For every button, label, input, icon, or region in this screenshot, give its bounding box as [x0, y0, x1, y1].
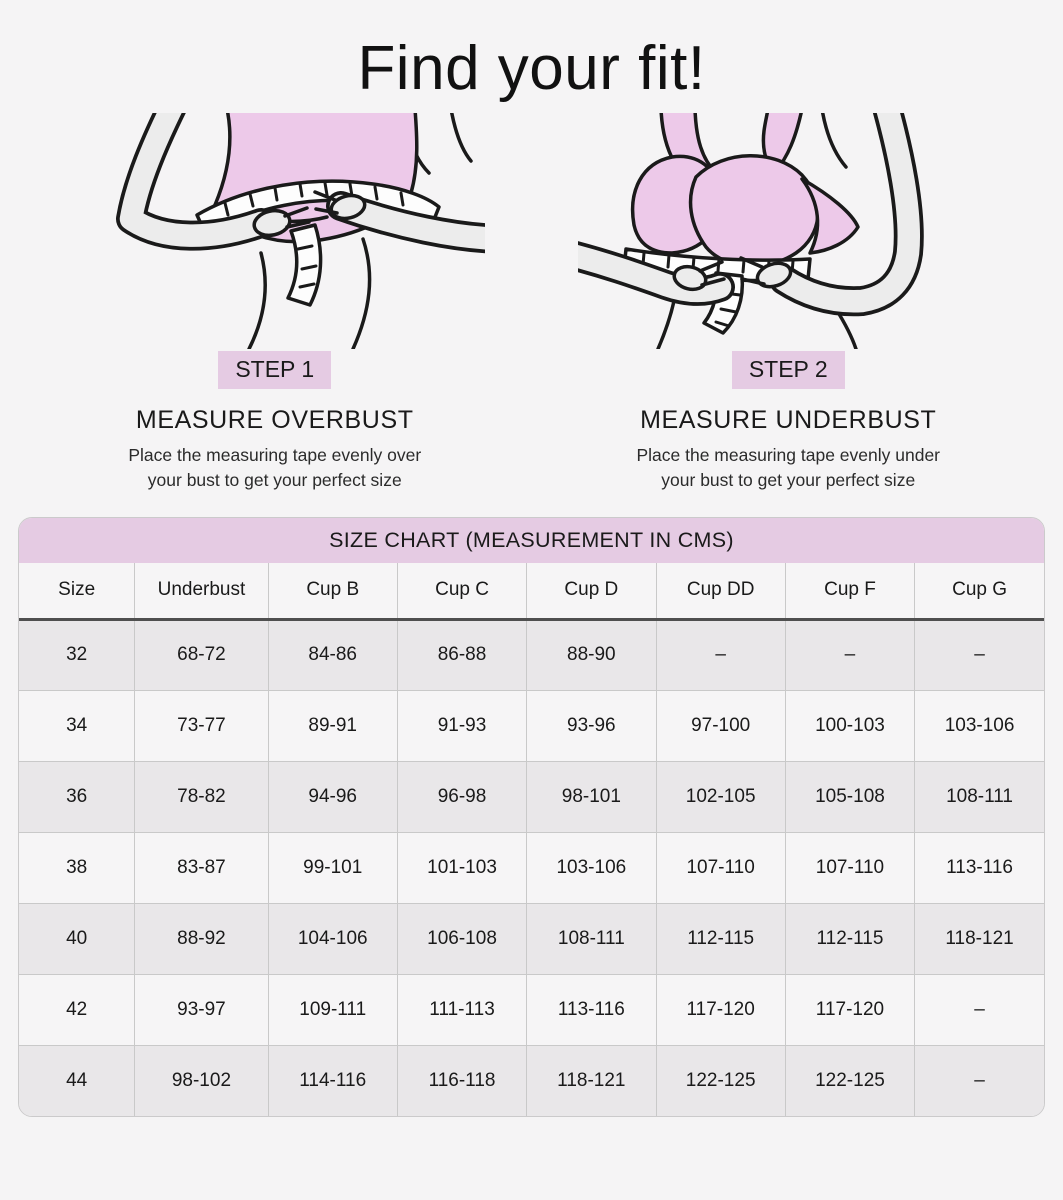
step-2-badge: STEP 2	[731, 351, 845, 390]
step-1-description: Place the measuring tape evenly over your…	[128, 445, 422, 491]
table-cell: 103-106	[914, 689, 1044, 762]
column-header: Underbust	[134, 563, 269, 621]
table-cell: 38	[19, 831, 135, 904]
column-header: Cup F	[784, 563, 915, 621]
table-cell: 113-116	[914, 831, 1044, 904]
table-cell: 117-120	[784, 973, 915, 1046]
table-row: 38 83-87 99-101 101-103 103-106 107-110 107-11…	[19, 831, 1044, 904]
overbust-measurement-illustration	[65, 113, 485, 350]
left-hand	[252, 209, 292, 238]
table-cell: 107-110	[655, 831, 786, 904]
step-2-section: STEP 2 MEASURE UNDERBUST Place the measu…	[532, 107, 1046, 493]
table-row: 32 68-72 84-86 86-88 88-90– – –	[19, 619, 1044, 691]
table-cell: 84-86	[267, 619, 398, 691]
measuring-tape	[195, 179, 441, 308]
table-cell: 73-77	[134, 689, 269, 762]
table-cell: 86-88	[396, 619, 527, 691]
table-cell: 99-101	[267, 831, 398, 904]
table-cell: 88-92	[134, 902, 269, 975]
step-1-section: STEP 1 MEASURE OVERBUST Place the measur…	[18, 107, 532, 493]
table-cell: 112-115	[655, 902, 786, 975]
table-cell: 108-111	[914, 760, 1044, 833]
table-cell: 89-91	[267, 689, 398, 762]
table-cell: 44	[19, 1044, 135, 1117]
table-cell: 68-72	[134, 619, 269, 691]
column-header: Size	[19, 563, 135, 621]
table-cell: 98-101	[526, 760, 656, 833]
table-cell: –	[914, 973, 1044, 1046]
measurement-steps: STEP 1 MEASURE OVERBUST Place the measur…	[18, 107, 1045, 493]
table-cell: 83-87	[134, 831, 269, 904]
table-cell: 78-82	[134, 760, 269, 833]
table-cell: –	[914, 619, 1044, 691]
table-cell: 97-100	[655, 689, 786, 762]
bra-cups	[631, 154, 860, 269]
table-cell: –	[784, 619, 915, 691]
size-chart-title: SIZE CHART (MEASUREMENT IN CMS)	[19, 518, 1044, 564]
column-header: Cup B	[267, 563, 398, 621]
table-cell: 106-108	[396, 902, 527, 975]
table-cell: 91-93	[396, 689, 527, 762]
table-cell: 34	[19, 689, 135, 762]
right-hand	[755, 261, 793, 289]
table-cell: 93-97	[134, 973, 269, 1046]
table-cell: –	[655, 619, 786, 691]
overbust-illustration-svg	[115, 113, 485, 350]
table-cell: 103-106	[526, 831, 656, 904]
table-row: 42 93-97 109-111 111-113 113-116 117-120 117-1…	[19, 973, 1044, 1046]
table-cell: 40	[19, 902, 135, 975]
table-row: 36 78-82 94-96 96-98 98-101 102-105 105-108 108…	[19, 760, 1044, 833]
table-cell: 108-111	[526, 902, 656, 975]
table-cell: 109-111	[267, 973, 398, 1046]
table-cell: 101-103	[396, 831, 527, 904]
table-cell: 114-116	[267, 1044, 398, 1117]
table-cell: 111-113	[396, 973, 527, 1046]
table-cell: 116-118	[396, 1044, 527, 1117]
step-2-heading: MEASURE UNDERBUST	[640, 406, 937, 435]
table-cell: 88-90	[526, 619, 656, 691]
column-header: Cup D	[526, 563, 656, 621]
column-header: Cup DD	[655, 563, 786, 621]
table-cell: 93-96	[526, 689, 656, 762]
table-cell: 107-110	[784, 831, 915, 904]
step-2-description: Place the measuring tape evenly under you…	[636, 445, 941, 491]
table-cell: 118-121	[526, 1044, 656, 1117]
table-cell: 113-116	[526, 973, 656, 1046]
table-cell: 118-121	[914, 902, 1044, 975]
step-1-badge: STEP 1	[218, 351, 332, 390]
size-chart: SIZE CHART (MEASUREMENT IN CMS) Size Unde…	[18, 517, 1045, 1118]
left-hand	[672, 265, 708, 292]
table-row: 34 73-77 89-91 91-93 93-96 97-100 100-103 103-1…	[19, 689, 1044, 762]
table-cell: –	[914, 1044, 1044, 1117]
table-cell: 32	[66, 644, 88, 666]
page-title: Find your fit!	[357, 34, 706, 103]
table-cell: 122-125	[655, 1044, 786, 1117]
underbust-measurement-illustration	[578, 113, 998, 350]
column-header: Cup G	[914, 563, 1044, 621]
table-cell: 100-103	[784, 689, 915, 762]
table-cell: 122-125	[784, 1044, 915, 1117]
table-cell: 112-115	[784, 902, 915, 975]
table-cell: 105-108	[784, 760, 915, 833]
table-cell: 42	[19, 973, 135, 1046]
table-cell: 36	[19, 760, 135, 833]
table-cell: 94-96	[267, 760, 398, 833]
size-guide-page: Find your fit!	[18, 34, 1045, 1118]
table-row: 44 98-102 114-116 116-118 118-121 122-125 122-…	[19, 1044, 1044, 1117]
column-header: Cup C	[396, 563, 527, 621]
underbust-illustration-svg	[578, 113, 925, 350]
step-1-heading: MEASURE OVERBUST	[135, 406, 414, 435]
table-cell: 104-106	[267, 902, 398, 975]
table-cell: 117-120	[655, 973, 786, 1046]
table-row: 40 88-92 104-106 106-108 108-111 112-115 112-1…	[19, 902, 1044, 975]
table-cell: 98-102	[134, 1044, 269, 1117]
table-cell: 102-105	[655, 760, 786, 833]
table-cell: 96-98	[396, 760, 527, 833]
